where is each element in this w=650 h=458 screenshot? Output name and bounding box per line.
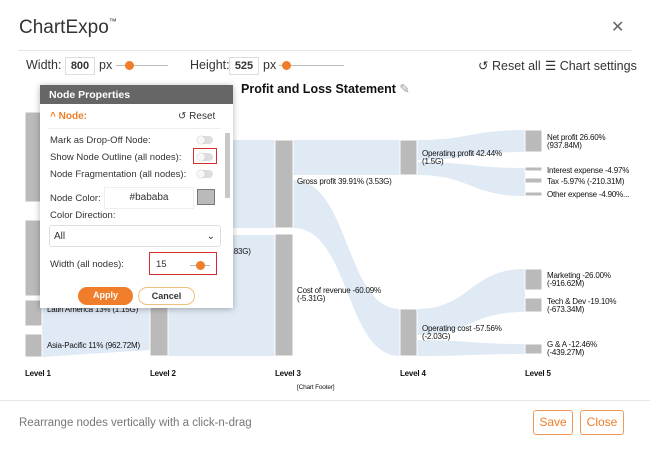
chart-footer[interactable]: [Chart Footer] — [297, 384, 335, 391]
node — [399, 139, 418, 176]
node-label-asia: Asia-Pacific 11% (962.72M) — [47, 341, 140, 350]
height-label: Height: — [190, 58, 230, 72]
node-label-opprofit: Operating profit 42.44% (1.5G) — [422, 149, 502, 166]
node-color-input[interactable]: #bababa — [104, 187, 194, 209]
node — [524, 166, 543, 172]
divider — [18, 50, 632, 51]
width-nodes-input[interactable]: 15 — [156, 259, 167, 270]
chart-settings-button[interactable]: ☰ Chart settings — [545, 59, 637, 73]
node — [524, 343, 543, 355]
color-swatch[interactable] — [197, 189, 215, 205]
height-input[interactable]: 525 — [229, 57, 259, 75]
width-input[interactable]: 800 — [65, 57, 95, 75]
node-label-net: Net profit 26.60% (937.84M) — [547, 133, 606, 150]
height-unit: px — [263, 58, 277, 72]
link — [417, 162, 525, 196]
node-properties-panel: Node Properties ^ Node: ↺ Reset Mark as … — [40, 85, 233, 308]
cancel-button[interactable]: Cancel — [138, 287, 195, 305]
node — [524, 129, 543, 153]
node — [274, 233, 294, 357]
close-icon[interactable]: ✕ — [611, 19, 625, 36]
node — [524, 177, 543, 184]
outline-toggle[interactable] — [197, 153, 213, 161]
sliders-icon: ☰ — [545, 59, 557, 73]
node-label-marketing: Marketing -26.00% (-916.62M) — [547, 271, 611, 288]
panel-scrollbar[interactable] — [225, 133, 230, 198]
width-unit: px — [99, 58, 113, 72]
level-label[interactable]: Level 4 — [400, 369, 426, 378]
width-nodes-slider[interactable] — [190, 261, 210, 270]
apply-button[interactable]: Apply — [78, 287, 133, 305]
close-button[interactable]: Close — [580, 410, 624, 435]
node — [524, 297, 543, 313]
chevron-down-icon: ⌄ — [206, 231, 215, 242]
link — [417, 130, 525, 160]
node-label-interest: Interest expense -4.97% — [547, 166, 630, 175]
node — [24, 333, 43, 358]
node-color-label: Node Color: — [50, 193, 101, 204]
node-label-tax: Tax -5.97% (-210.31M) — [547, 177, 625, 186]
link — [293, 180, 400, 356]
height-slider[interactable] — [279, 61, 344, 70]
app-title: ChartExpo™ — [19, 17, 117, 38]
panel-title: Node Properties — [40, 85, 233, 104]
outline-label: Show Node Outline (all nodes): — [50, 152, 182, 163]
reset-all-button[interactable]: ↺ Reset all — [478, 59, 541, 73]
node — [524, 191, 543, 197]
chart-title[interactable]: Profit and Loss Statement ✎ — [241, 82, 410, 96]
node-label-other: Other expense -4.90%... — [547, 190, 630, 199]
drop-off-toggle[interactable] — [197, 136, 213, 144]
width-nodes-label: Width (all nodes): — [50, 259, 124, 270]
node — [524, 268, 543, 291]
save-button[interactable]: Save — [533, 410, 573, 435]
node-label-level2: (3.83G) — [225, 247, 251, 256]
node-label-opcost: Operating cost -57.56% (-2.03G) — [422, 324, 502, 341]
level-label[interactable]: Level 2 — [150, 369, 176, 378]
node-label-ga: G & A -12.46% (-439.27M) — [547, 340, 597, 357]
color-direction-label: Color Direction: — [50, 210, 116, 221]
node — [24, 299, 43, 327]
node-label-tech: Tech & Dev -19.10% (-673.34M) — [547, 297, 617, 314]
footer-hint: Rearrange nodes vertically with a click-… — [19, 417, 252, 429]
node — [274, 139, 294, 229]
width-slider[interactable] — [116, 61, 168, 70]
fragmentation-label: Node Fragmentation (all nodes): — [50, 169, 187, 180]
color-direction-select[interactable]: All ⌄ — [49, 225, 221, 247]
drop-off-label: Mark as Drop-Off Node: — [50, 135, 151, 146]
node-section-toggle[interactable]: ^ Node: — [50, 111, 87, 122]
link — [293, 140, 400, 175]
width-label: Width: — [26, 58, 62, 72]
reset-icon: ↺ — [478, 59, 489, 73]
level-label[interactable]: Level 5 — [525, 369, 551, 378]
node — [399, 308, 418, 357]
level-label[interactable]: Level 1 — [25, 369, 51, 378]
level-label[interactable]: Level 3 — [275, 369, 301, 378]
link — [417, 269, 525, 335]
edit-icon[interactable]: ✎ — [399, 82, 410, 96]
node-label-cost: Cost of revenue -60.09% (-5.31G) — [297, 286, 381, 303]
fragmentation-toggle[interactable] — [197, 170, 213, 178]
divider — [0, 400, 650, 401]
link — [417, 340, 525, 356]
node-label-latam: Latin America 13% (1.15G) — [47, 305, 139, 314]
panel-reset-button[interactable]: ↺ Reset — [178, 111, 216, 122]
node-label-gross: Gross profit 39.91% (3.53G) — [297, 177, 392, 186]
